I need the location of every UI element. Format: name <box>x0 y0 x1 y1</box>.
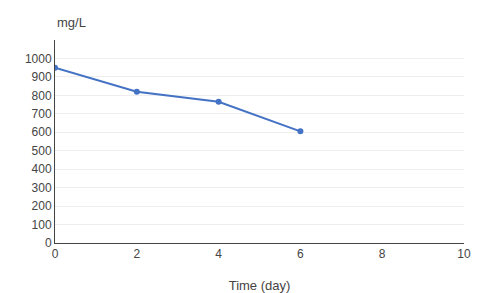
svg-text:200: 200 <box>32 199 52 213</box>
svg-text:600: 600 <box>32 125 52 139</box>
svg-text:Time (day): Time (day) <box>229 278 291 293</box>
svg-text:10: 10 <box>457 247 471 261</box>
svg-text:500: 500 <box>32 144 52 158</box>
svg-text:4: 4 <box>215 247 222 261</box>
svg-text:8: 8 <box>379 247 386 261</box>
svg-text:400: 400 <box>32 162 52 176</box>
svg-text:1000: 1000 <box>25 52 52 66</box>
svg-text:300: 300 <box>32 181 52 195</box>
svg-text:700: 700 <box>32 107 52 121</box>
svg-text:6: 6 <box>297 247 304 261</box>
svg-text:800: 800 <box>32 89 52 103</box>
svg-text:0: 0 <box>52 247 59 261</box>
svg-text:0: 0 <box>45 236 52 250</box>
svg-text:2: 2 <box>133 247 140 261</box>
svg-text:900: 900 <box>32 70 52 84</box>
svg-text:mg/L: mg/L <box>57 15 86 30</box>
svg-text:100: 100 <box>32 218 52 232</box>
